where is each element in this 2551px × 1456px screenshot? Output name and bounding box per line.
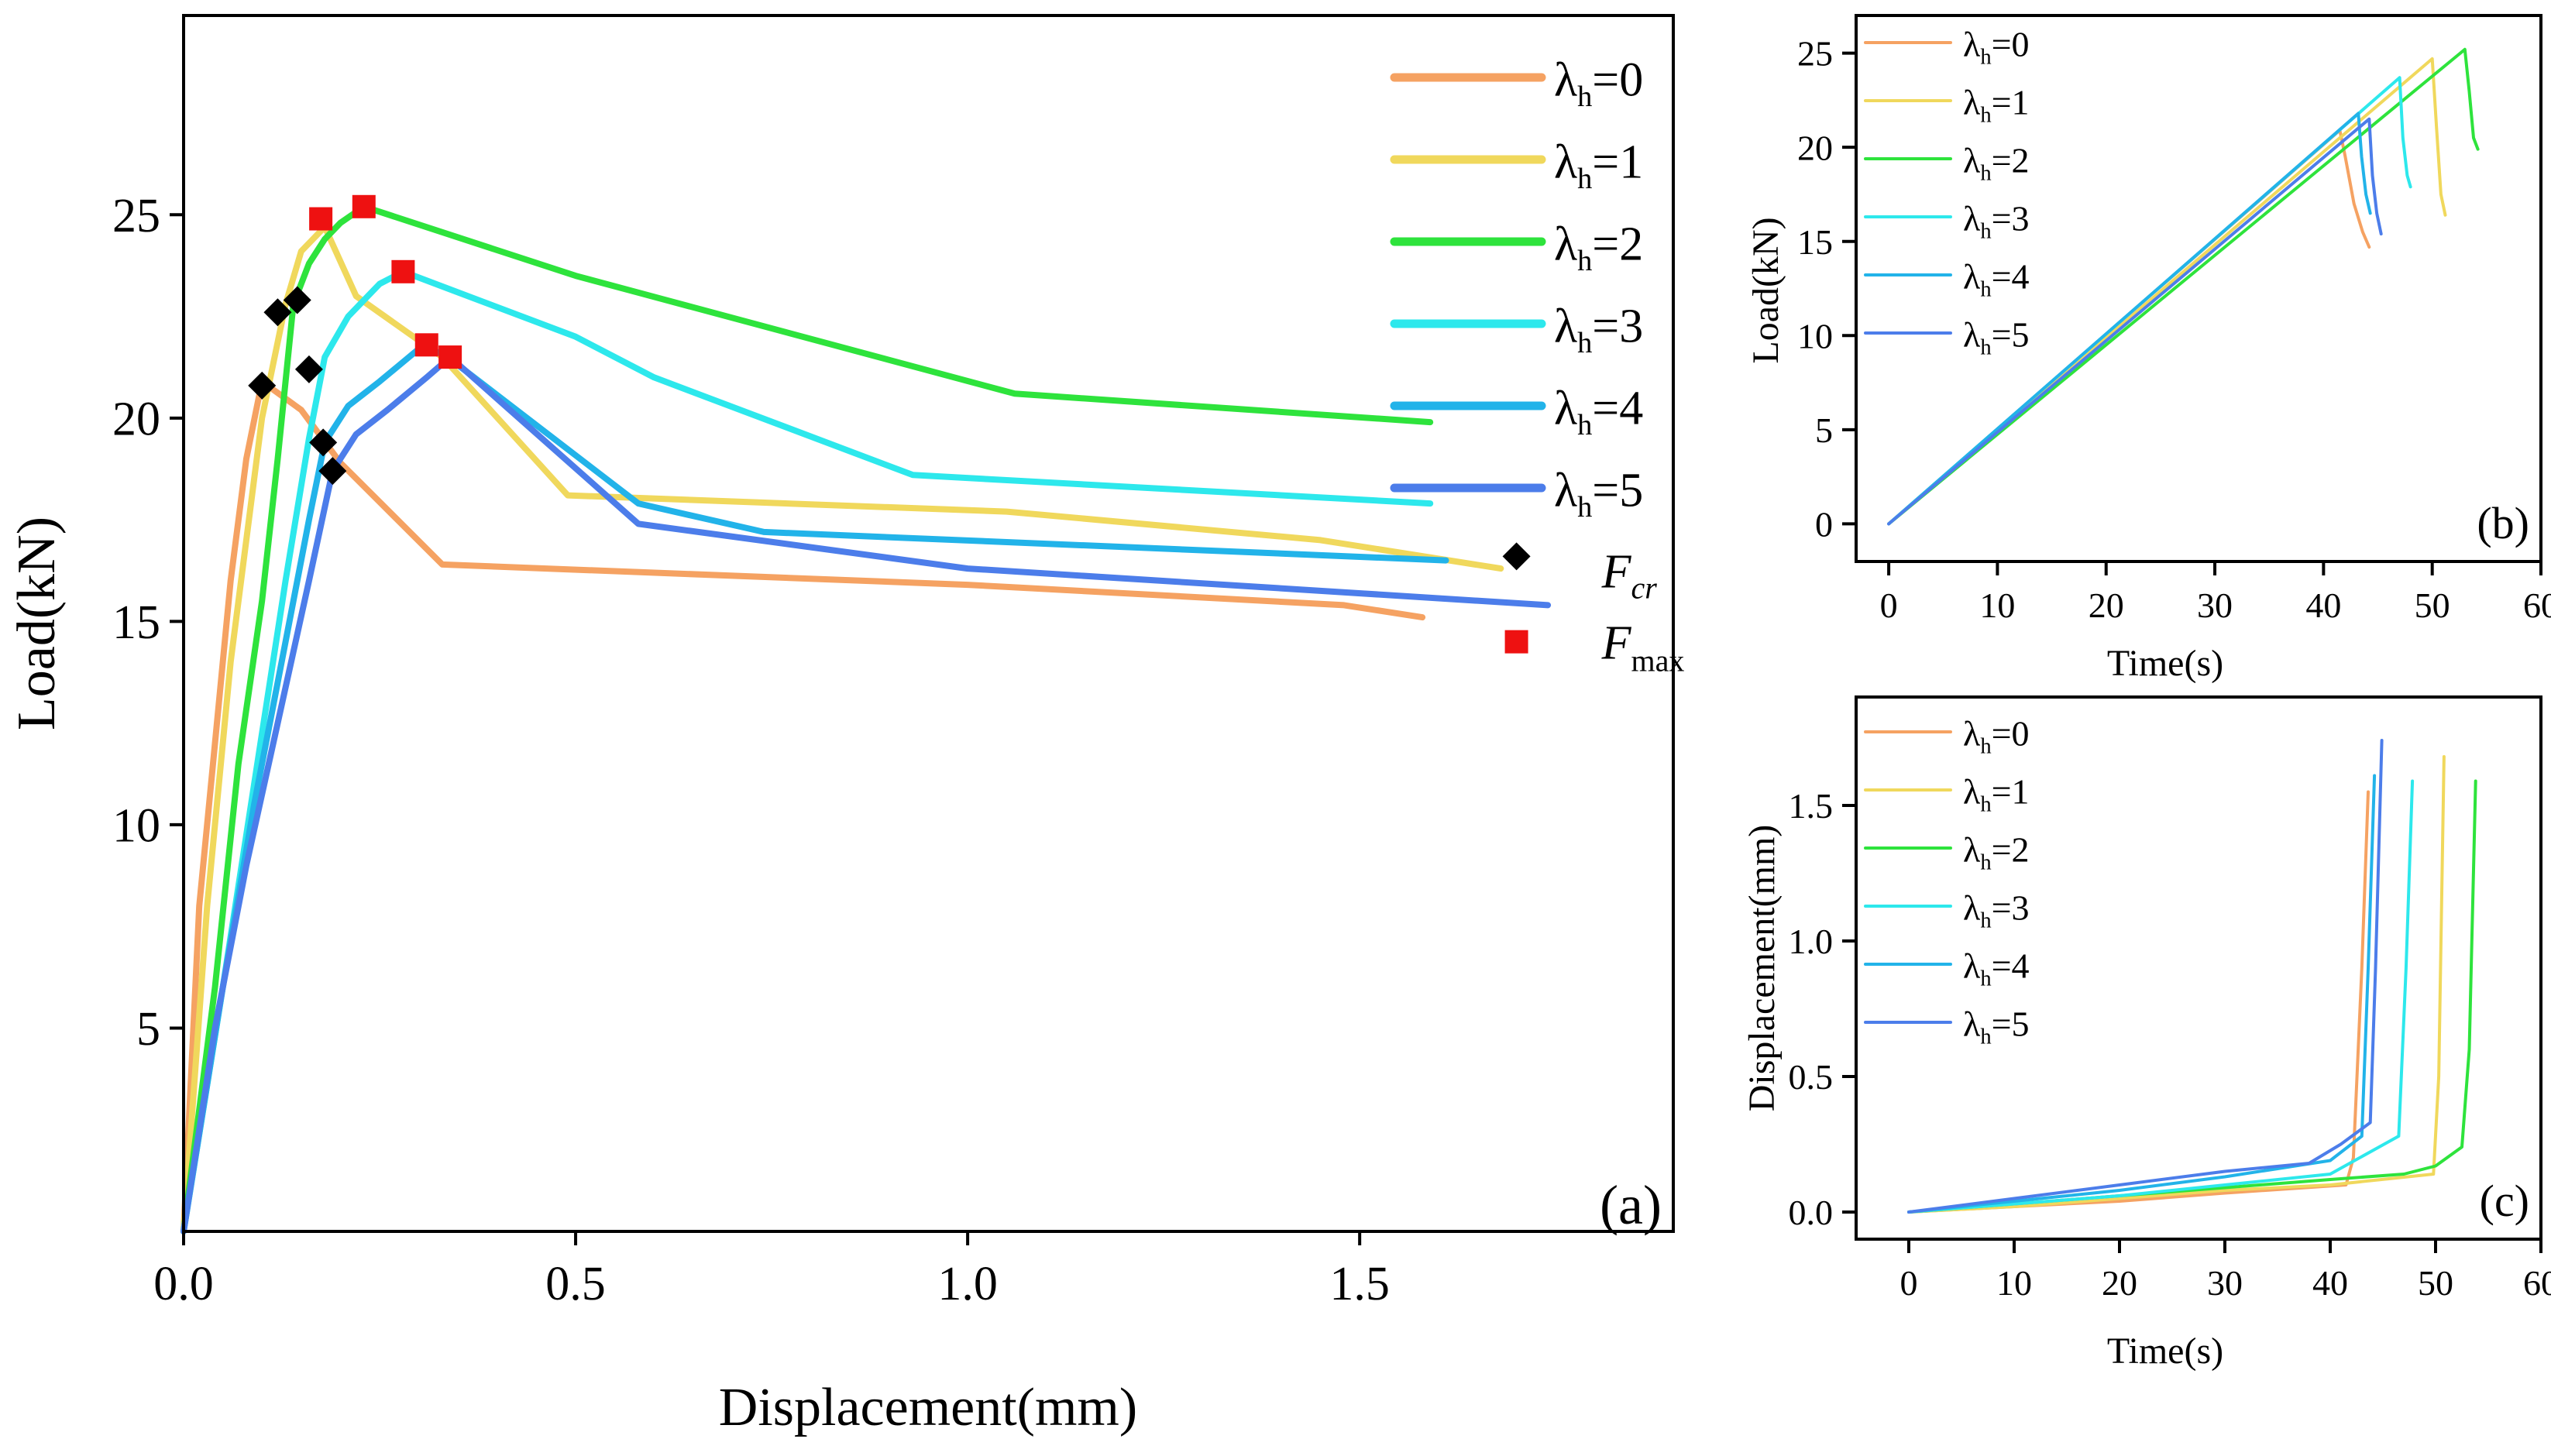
legend-entry-0: λh=0 [1554, 54, 1643, 114]
legend-entry-4: λh=4 [1963, 946, 2030, 991]
y-tick-label: 0.0 [1789, 1193, 1834, 1232]
x-tick-label: 60 [2523, 585, 2551, 625]
legend-entry-3: λh=3 [1554, 300, 1643, 360]
legend-entry-1: λh=1 [1963, 82, 2030, 127]
x-tick-label: 20 [2089, 585, 2124, 625]
chart-panel-a: Fcr Fmax 0.0 0.5 1.0 1.5 5 10 15 20 25 Displacement… [7, 14, 1685, 1437]
series-line-b-4 [1887, 112, 2372, 526]
series-line-b-2 [1887, 47, 2480, 526]
legend-entry-3: λh=3 [1963, 198, 2030, 243]
plot-frame [1855, 695, 2542, 1241]
legend-entry-3: λh=3 [1963, 888, 2030, 932]
fcr-marker [309, 428, 338, 457]
y-tick-label: 0.5 [1789, 1057, 1834, 1097]
legend-entry-5: λh=5 [1963, 314, 2030, 359]
x-axis-label: Displacement(mm) [719, 1378, 1137, 1437]
y-tick-label: 1.5 [1789, 786, 1834, 826]
series-line-a-2 [180, 203, 1434, 1235]
legend-fmax-marker [1504, 630, 1528, 654]
x-tick-label: 0 [1880, 585, 1898, 625]
x-tick-label: 30 [2197, 585, 2233, 625]
fmax-marker [309, 207, 333, 231]
legend: λh=0 λh=1 λh=2 λh=3 λh=4 λh=5 [1864, 24, 2030, 360]
x-tick-label: 0.0 [153, 1258, 214, 1310]
y-tick-label: 20 [112, 393, 160, 446]
legend-fcr-marker [1502, 542, 1531, 571]
x-tick-label: 20 [2102, 1263, 2137, 1303]
legend-entry-0: λh=0 [1963, 24, 2030, 69]
y-tick-label: 15 [1797, 222, 1833, 262]
series-line-a-3 [180, 268, 1434, 1235]
legend: λh=0 λh=1 λh=2 λh=3 λh=4 λh=5 [1390, 54, 1643, 524]
series-line-b-5 [1887, 117, 2383, 526]
series-line-a-4 [180, 345, 1449, 1235]
series-line-c-1 [1907, 755, 2446, 1214]
series-line-b-1 [1887, 57, 2447, 526]
legend-entry-2: λh=2 [1963, 140, 2030, 185]
legend-entry-1: λh=1 [1554, 136, 1643, 196]
fcr-marker [263, 298, 292, 327]
series-line-c-3 [1907, 779, 2415, 1214]
x-tick-label: 50 [2415, 585, 2450, 625]
panel-label: (a) [1600, 1174, 1662, 1236]
fmax-marker [352, 194, 376, 218]
legend-entry-5: λh=5 [1554, 465, 1643, 524]
plot-frame [182, 14, 1675, 1233]
y-tick-label: 0 [1815, 504, 1833, 544]
y-axis-label: Load(kN) [1745, 217, 1786, 363]
x-tick-label: 10 [1996, 1263, 2032, 1303]
x-tick-label: 40 [2312, 1263, 2348, 1303]
fcr-marker [248, 371, 277, 400]
y-tick-label: 5 [136, 1003, 160, 1056]
x-axis-label: Time(s) [2107, 1331, 2223, 1372]
fcr-marker [283, 286, 311, 314]
legend-entry-2: λh=2 [1554, 218, 1643, 278]
y-axis-label: Load(kN) [7, 517, 67, 730]
series-line-c-5 [1907, 739, 2384, 1214]
x-tick-label: 50 [2418, 1263, 2453, 1303]
legend-entry-5: λh=5 [1963, 1004, 2030, 1049]
legend-fmax-label: Fmax [1601, 617, 1685, 678]
y-tick-label: 20 [1797, 128, 1833, 167]
legend-entry-1: λh=1 [1963, 771, 2030, 816]
fmax-marker [438, 345, 462, 369]
x-tick-label: 30 [2207, 1263, 2243, 1303]
x-tick-label: 1.0 [937, 1258, 998, 1310]
legend-fcr-label: Fcr [1601, 545, 1658, 605]
legend-entry-0: λh=0 [1963, 713, 2030, 758]
x-tick-label: 10 [1979, 585, 2015, 625]
y-axis-label: Displacement(mm) [1741, 825, 1783, 1112]
panel-label: (c) [2480, 1176, 2529, 1226]
y-tick-label: 5 [1815, 410, 1833, 450]
x-tick-label: 60 [2523, 1263, 2551, 1303]
legend-entry-4: λh=4 [1963, 256, 2030, 301]
y-tick-label: 15 [112, 596, 160, 649]
x-axis-label: Time(s) [2107, 643, 2223, 684]
fmax-marker [414, 333, 438, 357]
y-tick-label: 1.0 [1789, 922, 1834, 961]
series-line-c-4 [1907, 774, 2377, 1214]
panel-label: (b) [2477, 498, 2529, 548]
y-tick-label: 10 [1797, 316, 1833, 355]
x-tick-label: 1.5 [1329, 1258, 1390, 1310]
chart-panel-b: 0 10 20 30 40 50 60 0 5 10 15 20 25 Time(s) Load(kN) (b… [1745, 14, 2551, 684]
y-tick-label: 25 [112, 190, 160, 242]
fmax-marker [391, 259, 415, 283]
x-tick-label: 40 [2305, 585, 2341, 625]
y-tick-label: 10 [112, 800, 160, 853]
legend-entry-2: λh=2 [1963, 829, 2030, 874]
plot-frame [1855, 14, 2542, 563]
legend-entry-4: λh=4 [1554, 383, 1643, 442]
fcr-marker [318, 457, 347, 486]
x-tick-label: 0 [1900, 1263, 1918, 1303]
fcr-marker [294, 355, 323, 383]
y-tick-label: 25 [1797, 34, 1833, 74]
chart-panel-c: 0 10 20 30 40 50 60 0.0 0.5 1.0 1.5 Time(s) Displace… [1741, 695, 2551, 1372]
x-tick-label: 0.5 [545, 1258, 606, 1310]
legend: λh=0 λh=1 λh=2 λh=3 λh=4 λh=5 [1864, 713, 2030, 1049]
series-line-a-5 [180, 354, 1552, 1235]
